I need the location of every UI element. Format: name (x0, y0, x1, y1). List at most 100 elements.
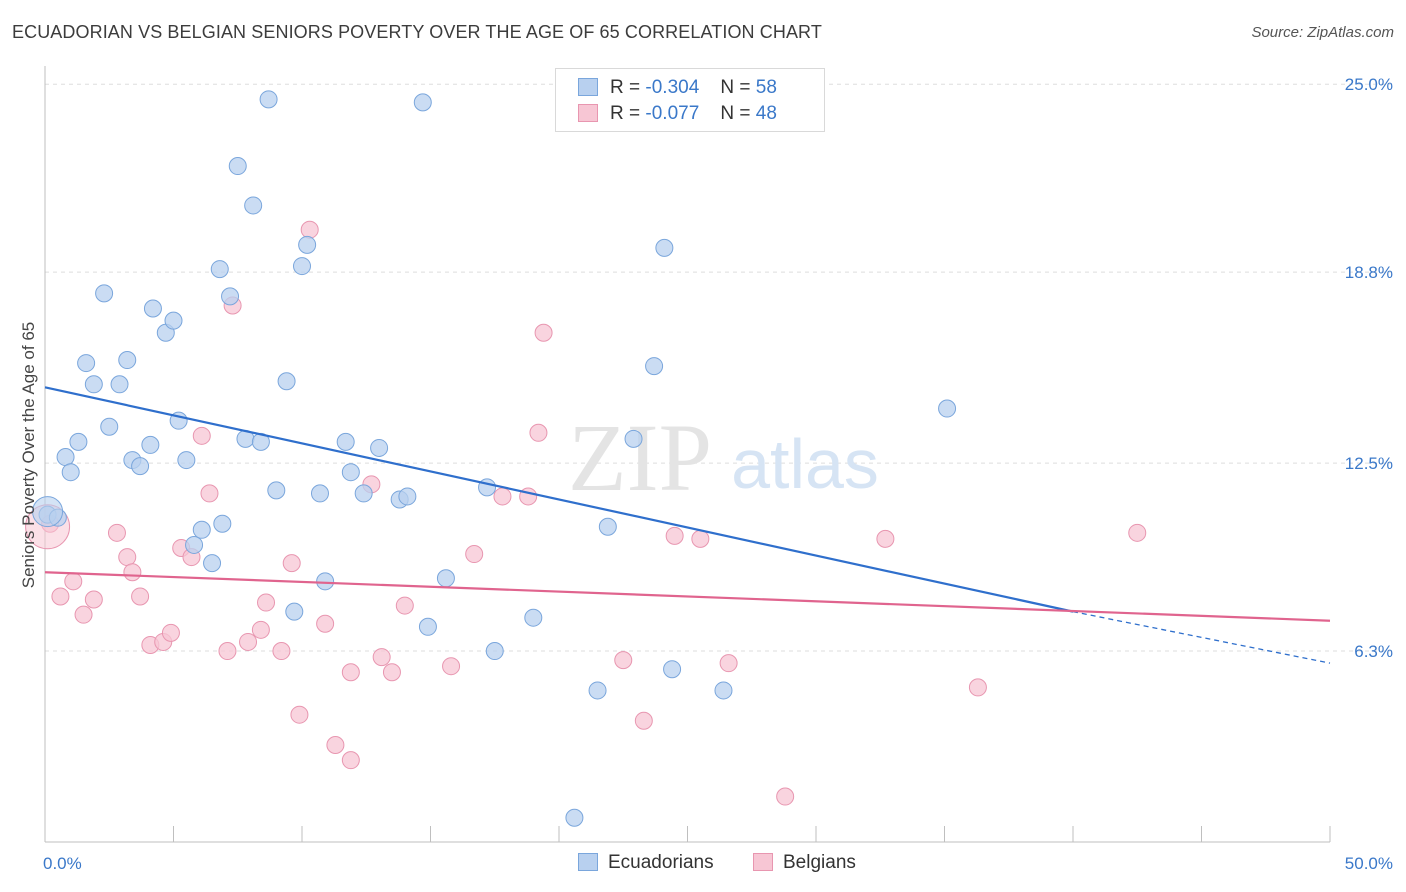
n-label: N = (720, 77, 751, 98)
ecuadorian-trend-extension (1072, 610, 1331, 664)
n-value-belgians: 48 (755, 103, 777, 124)
watermark: ZIP atlas (568, 404, 879, 511)
watermark-atlas: atlas (731, 425, 879, 503)
r-value-belgians: -0.077 (645, 103, 700, 124)
belgian-point (192, 426, 211, 445)
ecuadorian-point (298, 235, 317, 254)
ecuadorian-point (110, 375, 129, 394)
ecuadorian-point (370, 438, 389, 457)
ecuadorian-point (100, 417, 119, 436)
belgian-point (290, 705, 309, 724)
belgian-point (257, 593, 276, 612)
r-label: R = (610, 77, 641, 98)
belgian-point (200, 484, 219, 503)
x-tick-label: 0.0% (43, 854, 82, 873)
n-value-ecuadorians: 58 (755, 77, 777, 98)
belgian-point (64, 572, 83, 591)
correlation-legend: R = -0.304 N = 58 R = -0.077 N = 48 (555, 68, 825, 132)
belgian-point (665, 526, 684, 545)
ecuadorian-point (164, 311, 183, 330)
belgian-point (107, 523, 126, 542)
ecuadorian-point (588, 681, 607, 700)
ecuadorian-point (131, 457, 150, 476)
belgian-point (1128, 523, 1147, 542)
belgian-point (372, 648, 391, 667)
ecuadorian-points (32, 90, 957, 827)
ecuadorian-point (213, 514, 232, 533)
y-axis-label: Seniors Poverty Over the Age of 65 (19, 322, 38, 588)
ecuadorian-point (398, 487, 417, 506)
belgian-point (300, 220, 319, 239)
ecuadorian-point (228, 157, 247, 176)
belgian-swatch (753, 853, 773, 871)
ecuadorian-point (485, 642, 504, 661)
legend-item-ecuadorians: Ecuadorians (578, 852, 714, 874)
ecuadorian-point (118, 351, 137, 370)
ecuadorian-point (141, 435, 160, 454)
legend-label-belgians: Belgians (783, 852, 856, 873)
ecuadorian-point (663, 660, 682, 679)
belgian-point (776, 787, 795, 806)
ecuadorian-point (938, 399, 957, 418)
ecuadorian-point (293, 257, 311, 276)
r-label: R = (610, 103, 641, 124)
belgian-point (614, 651, 633, 670)
belgian-point (442, 657, 461, 676)
ecuadorian-point (413, 93, 432, 112)
belgian-point (534, 323, 553, 342)
ecuadorian-point (285, 602, 304, 621)
x-tick-label: 50.0% (1345, 854, 1393, 873)
ecuadorian-point (655, 238, 674, 257)
ecuadorian-point (354, 484, 373, 503)
belgian-point (282, 554, 301, 573)
belgian-point (634, 711, 653, 730)
n-label: N = (720, 103, 751, 124)
ecuadorian-trend-line (44, 386, 1074, 613)
belgian-point (382, 663, 401, 682)
ecuadorian-point (565, 808, 584, 827)
ecuadorian-point (316, 572, 335, 591)
tick-labels: 6.3% 12.5% 18.8% 25.0% 0.0% 50.0% (43, 75, 1393, 873)
belgian-point (131, 587, 150, 606)
ecuadorian-swatch (578, 78, 598, 96)
belgian-point (719, 654, 738, 673)
belgian-point (493, 487, 512, 506)
watermark-zip: ZIP (568, 404, 712, 511)
belgian-point (968, 678, 987, 697)
belgian-point (239, 632, 258, 651)
ecuadorian-point (143, 299, 162, 318)
ecuadorian-point (210, 260, 229, 279)
legend-row-belgians: R = -0.077 N = 48 (578, 103, 777, 127)
ecuadorian-point (177, 451, 196, 470)
belgian-point (251, 620, 270, 639)
chart-title: ECUADORIAN VS BELGIAN SENIORS POVERTY OV… (12, 22, 822, 42)
y-tick-label: 6.3% (1354, 642, 1393, 661)
belgian-point (465, 545, 484, 564)
belgian-point (51, 587, 70, 606)
ecuadorian-point (185, 535, 204, 554)
y-tick-label: 18.8% (1345, 263, 1393, 282)
belgian-point (326, 736, 345, 754)
ecuadorian-point (192, 520, 211, 539)
ecuadorian-point (524, 608, 543, 627)
belgian-point (123, 563, 142, 582)
ecuadorian-point (61, 463, 80, 482)
legend-item-belgians: Belgians (753, 852, 856, 874)
ecuadorian-point (259, 90, 278, 109)
ecuadorian-point (418, 617, 437, 636)
belgian-point (84, 590, 103, 609)
ecuadorian-point (56, 448, 75, 467)
ecuadorian-point (84, 375, 103, 394)
ecuadorian-point (436, 569, 455, 588)
ecuadorian-point (244, 196, 263, 215)
belgian-point (218, 642, 237, 661)
belgian-point (118, 548, 137, 567)
belgian-point (876, 529, 895, 548)
ecuadorian-point (624, 429, 643, 448)
ecuadorian-point (645, 357, 664, 376)
trend-lines (44, 386, 1331, 664)
belgian-points (25, 220, 1147, 806)
axes (44, 66, 1331, 843)
belgian-swatch (578, 104, 598, 122)
ecuadorian-swatch (578, 853, 598, 871)
